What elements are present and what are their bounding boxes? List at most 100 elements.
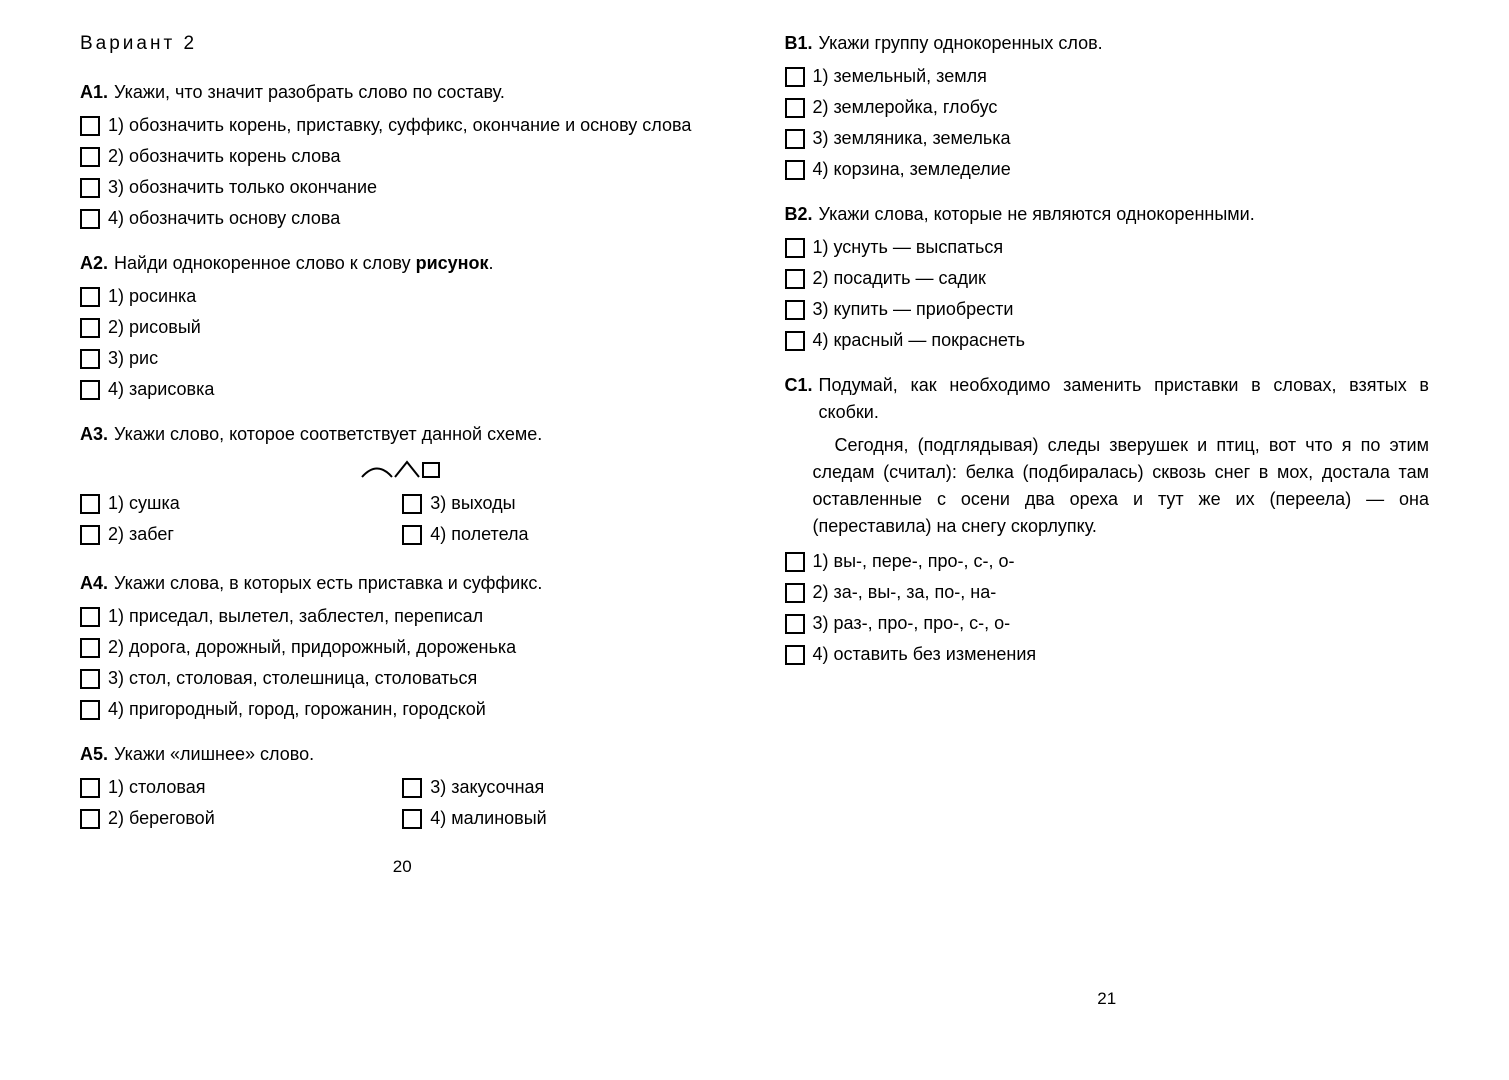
checkbox-icon[interactable]	[785, 552, 805, 572]
checkbox-icon[interactable]	[80, 638, 100, 658]
a5-opt-4: 4) малиновый	[402, 805, 724, 832]
checkbox-icon[interactable]	[402, 778, 422, 798]
checkbox-icon[interactable]	[785, 583, 805, 603]
checkbox-icon[interactable]	[785, 160, 805, 180]
checkbox-icon[interactable]	[402, 525, 422, 545]
a5-opt-3-text: 3) закусочная	[430, 774, 724, 801]
a4-opt-1-text: 1) приседал, вылетел, заблестел, перепис…	[108, 603, 725, 630]
question-b1: В1. Укажи группу однокоренных слов. 1) з…	[785, 30, 1430, 183]
b1-options: 1) земельный, земля 2) землеройка, глобу…	[785, 63, 1430, 183]
checkbox-icon[interactable]	[80, 494, 100, 514]
c1-opt-4: 4) оставить без изменения	[785, 641, 1430, 668]
b1-opt-2: 2) землеройка, глобус	[785, 94, 1430, 121]
a3-opt-2-text: 2) забег	[108, 521, 402, 548]
question-a2: А2. Найди однокоренное слово к слову рис…	[80, 250, 725, 403]
a2-opt-4: 4) зарисовка	[80, 376, 725, 403]
a3-opt-2: 2) забег	[80, 521, 402, 548]
a4-opt-2-text: 2) дорога, дорожный, придорожный, дороже…	[108, 634, 725, 661]
checkbox-icon[interactable]	[80, 809, 100, 829]
q-text-a4: Укажи слова, в которых есть приставка и …	[114, 570, 542, 597]
a4-opt-4-text: 4) пригородный, город, горожанин, городс…	[108, 696, 725, 723]
page-number-right: 21	[785, 986, 1430, 1012]
scheme-icon	[357, 457, 447, 481]
b2-opt-3-text: 3) купить — приобрести	[813, 296, 1430, 323]
question-b2: В2. Укажи слова, которые не являются одн…	[785, 201, 1430, 354]
question-c1: С1. Подумай, как необходимо заменить при…	[785, 372, 1430, 668]
a1-opt-2: 2) обозначить корень слова	[80, 143, 725, 170]
c1-opt-2: 2) за-, вы-, за, по-, на-	[785, 579, 1430, 606]
checkbox-icon[interactable]	[80, 349, 100, 369]
a1-opt-1: 1) обозначить корень, приставку, суффикс…	[80, 112, 725, 139]
b1-opt-3: 3) земляника, земелька	[785, 125, 1430, 152]
a2-opt-3: 3) рис	[80, 345, 725, 372]
q-text-a1: Укажи, что значит разобрать слово по сос…	[114, 79, 505, 106]
b1-opt-4-text: 4) корзина, земледелие	[813, 156, 1430, 183]
q-text-b1: Укажи группу однокоренных слов.	[819, 30, 1103, 57]
checkbox-icon[interactable]	[402, 809, 422, 829]
a4-opt-2: 2) дорога, дорожный, придорожный, дороже…	[80, 634, 725, 661]
a1-opt-2-text: 2) обозначить корень слова	[108, 143, 725, 170]
question-a3: А3. Укажи слово, которое соответствует д…	[80, 421, 725, 552]
checkbox-icon[interactable]	[80, 147, 100, 167]
q-num-c1: С1.	[785, 372, 813, 399]
checkbox-icon[interactable]	[402, 494, 422, 514]
a4-opt-4: 4) пригородный, город, горожанин, городс…	[80, 696, 725, 723]
checkbox-icon[interactable]	[785, 269, 805, 289]
checkbox-icon[interactable]	[80, 700, 100, 720]
q-num-a1: А1.	[80, 79, 108, 106]
a3-opt-4-text: 4) полетела	[430, 521, 724, 548]
question-a5: А5. Укажи «лишнее» слово. 1) столовая 2)…	[80, 741, 725, 836]
b2-opt-2: 2) посадить — садик	[785, 265, 1430, 292]
checkbox-icon[interactable]	[80, 116, 100, 136]
a2-opt-2-text: 2) рисовый	[108, 314, 725, 341]
checkbox-icon[interactable]	[785, 129, 805, 149]
q-num-a5: А5.	[80, 741, 108, 768]
checkbox-icon[interactable]	[785, 238, 805, 258]
checkbox-icon[interactable]	[785, 331, 805, 351]
a5-opt-1: 1) столовая	[80, 774, 402, 801]
c1-opt-2-text: 2) за-, вы-, за, по-, на-	[813, 579, 1430, 606]
checkbox-icon[interactable]	[80, 178, 100, 198]
q-num-a4: А4.	[80, 570, 108, 597]
q-num-a3: А3.	[80, 421, 108, 448]
checkbox-icon[interactable]	[80, 525, 100, 545]
checkbox-icon[interactable]	[80, 778, 100, 798]
checkbox-icon[interactable]	[785, 98, 805, 118]
a2-opt-3-text: 3) рис	[108, 345, 725, 372]
checkbox-icon[interactable]	[785, 300, 805, 320]
worksheet-page: Вариант 2 А1. Укажи, что значит разобрат…	[0, 0, 1509, 1080]
q-num-a2: А2.	[80, 250, 108, 277]
a5-opt-2: 2) береговой	[80, 805, 402, 832]
a3-opt-4: 4) полетела	[402, 521, 724, 548]
b1-opt-3-text: 3) земляника, земелька	[813, 125, 1430, 152]
a5-opt-1-text: 1) столовая	[108, 774, 402, 801]
a5-opt-2-text: 2) береговой	[108, 805, 402, 832]
question-a4: А4. Укажи слова, в которых есть приставк…	[80, 570, 725, 723]
checkbox-icon[interactable]	[785, 645, 805, 665]
left-page: Вариант 2 А1. Укажи, что значит разобрат…	[50, 30, 755, 1070]
b2-opt-3: 3) купить — приобрести	[785, 296, 1430, 323]
c1-opt-1: 1) вы-, пере-, про-, с-, о-	[785, 548, 1430, 575]
morpheme-scheme	[80, 454, 725, 484]
a2-opt-1: 1) росинка	[80, 283, 725, 310]
checkbox-icon[interactable]	[80, 380, 100, 400]
checkbox-icon[interactable]	[785, 67, 805, 87]
c1-opt-4-text: 4) оставить без изменения	[813, 641, 1430, 668]
c1-options: 1) вы-, пере-, про-, с-, о- 2) за-, вы-,…	[785, 548, 1430, 668]
q-text-a5: Укажи «лишнее» слово.	[114, 741, 314, 768]
checkbox-icon[interactable]	[80, 607, 100, 627]
q-text-a3: Укажи слово, которое соответствует данно…	[114, 421, 542, 448]
c1-opt-3-text: 3) раз-, про-, про-, с-, о-	[813, 610, 1430, 637]
checkbox-icon[interactable]	[80, 209, 100, 229]
checkbox-icon[interactable]	[80, 318, 100, 338]
b2-opt-4: 4) красный — покраснеть	[785, 327, 1430, 354]
a2-opt-4-text: 4) зарисовка	[108, 376, 725, 403]
checkbox-icon[interactable]	[785, 614, 805, 634]
checkbox-icon[interactable]	[80, 287, 100, 307]
checkbox-icon[interactable]	[80, 669, 100, 689]
c1-opt-3: 3) раз-, про-, про-, с-, о-	[785, 610, 1430, 637]
c1-passage: Сегодня, (подглядывая) следы зверушек и …	[785, 432, 1430, 540]
b2-opt-4-text: 4) красный — покраснеть	[813, 327, 1430, 354]
a5-options: 1) столовая 2) береговой 3) закусочная 4…	[80, 774, 725, 836]
a1-opt-3-text: 3) обозначить только окончание	[108, 174, 725, 201]
